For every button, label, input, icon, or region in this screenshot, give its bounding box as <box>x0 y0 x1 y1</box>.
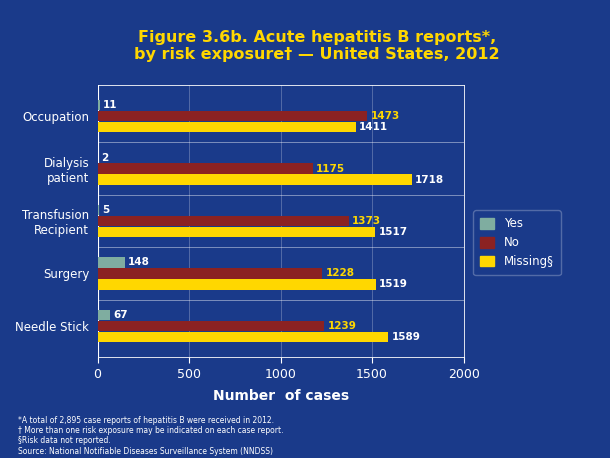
Bar <box>98 164 312 174</box>
Bar <box>98 227 375 237</box>
Bar <box>98 332 389 342</box>
Bar <box>98 268 322 278</box>
Bar <box>98 321 325 331</box>
Text: 1175: 1175 <box>316 164 345 174</box>
Text: 1517: 1517 <box>378 227 407 237</box>
Bar <box>98 111 367 121</box>
Text: 1411: 1411 <box>359 122 388 132</box>
Text: 11: 11 <box>103 100 117 110</box>
Bar <box>98 122 356 132</box>
Text: 1718: 1718 <box>415 174 445 185</box>
X-axis label: Number  of cases: Number of cases <box>212 389 349 403</box>
Bar <box>98 100 99 110</box>
Text: 67: 67 <box>113 310 127 320</box>
Text: 1228: 1228 <box>326 268 354 278</box>
Text: 1589: 1589 <box>392 332 420 342</box>
Bar <box>98 257 124 267</box>
Text: 5: 5 <box>102 205 109 215</box>
Text: 1373: 1373 <box>352 216 381 226</box>
Bar <box>98 174 412 185</box>
Text: 2: 2 <box>101 153 109 163</box>
Text: *A total of 2,895 case reports of hepatitis B were received in 2012.
† More than: *A total of 2,895 case reports of hepati… <box>18 415 284 456</box>
Text: 1473: 1473 <box>370 111 400 121</box>
Text: 1239: 1239 <box>328 321 356 331</box>
Bar <box>98 205 99 215</box>
Legend: Yes, No, Missing§: Yes, No, Missing§ <box>473 210 561 275</box>
Text: 148: 148 <box>128 257 150 267</box>
Text: 1519: 1519 <box>379 279 407 289</box>
Text: Figure 3.6b. Acute hepatitis B reports*,
by risk exposure† — United States, 2012: Figure 3.6b. Acute hepatitis B reports*,… <box>134 30 500 62</box>
Bar <box>98 216 349 226</box>
Bar <box>98 279 376 289</box>
Bar <box>98 310 110 320</box>
